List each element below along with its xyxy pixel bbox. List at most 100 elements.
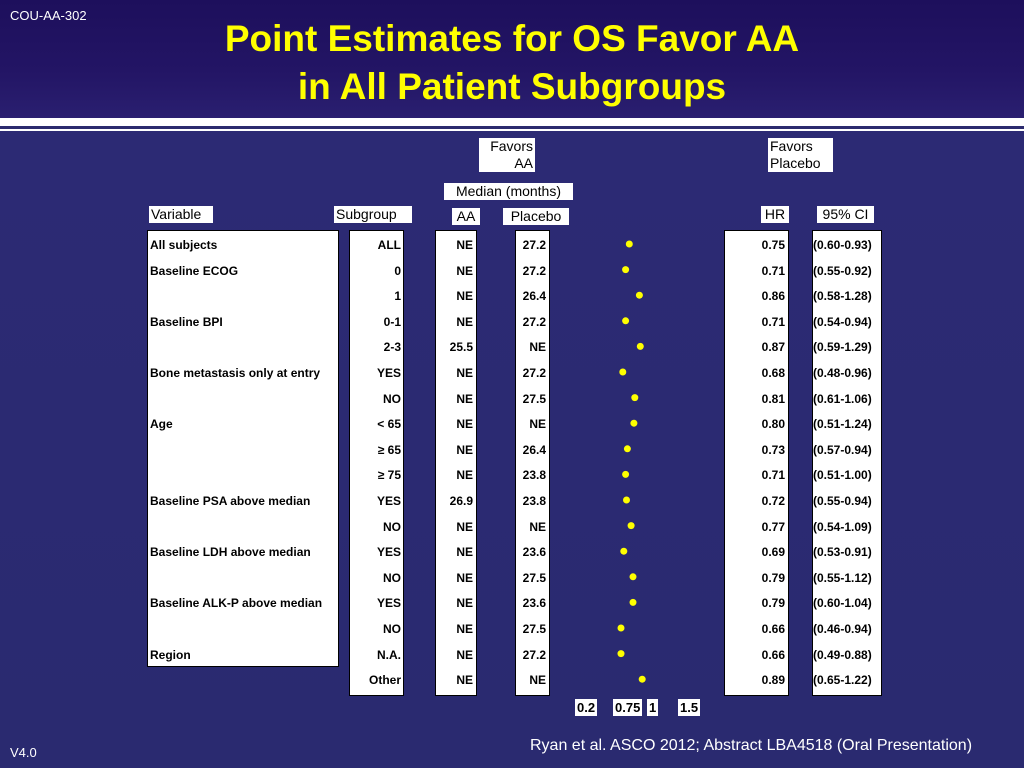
row-hr: 0.69 [761, 545, 785, 560]
row-subgroup: YES [376, 366, 401, 380]
x-tick-1: 1 [647, 699, 659, 716]
row-ci: (0.59-1.29) [813, 340, 872, 355]
row-aa-median: NE [456, 468, 473, 483]
row-placebo-median: 23.8 [522, 468, 546, 483]
row-hr: 0.71 [761, 468, 785, 483]
favors-aa-header: Favors AA [479, 138, 535, 172]
forest-plot [617, 240, 646, 683]
row-aa-median: NE [456, 314, 473, 329]
row-variable: All subjects [150, 238, 218, 252]
row-placebo-median: 27.5 [522, 391, 546, 406]
row-aa-median: NE [456, 570, 473, 585]
row-ci: (0.51-1.00) [813, 468, 872, 483]
hr-point-marker [625, 240, 633, 248]
citation: Ryan et al. ASCO 2012; Abstract LBA4518 … [530, 737, 973, 754]
row-placebo-median: 23.6 [522, 596, 546, 611]
row-ci: (0.48-0.96) [813, 366, 872, 380]
row-aa-median: 25.5 [449, 340, 473, 355]
row-placebo-median: 23.6 [522, 545, 546, 560]
row-variable: Baseline ALK-P above median [150, 596, 323, 611]
row-aa-median: NE [456, 263, 473, 278]
hr-point-marker [623, 445, 631, 453]
hr-point-marker [631, 394, 639, 402]
row-hr: 0.71 [761, 263, 785, 278]
row-aa-median: NE [456, 391, 473, 406]
row-aa-median: NE [456, 289, 473, 304]
row-hr: 0.79 [761, 570, 785, 585]
row-placebo-median: 23.8 [522, 494, 546, 508]
row-subgroup: NO [383, 391, 401, 406]
row-placebo-median: 27.2 [522, 238, 546, 252]
row-subgroup: Other [368, 673, 401, 688]
row-aa-median: NE [456, 673, 473, 688]
row-ci: (0.55-0.92) [813, 263, 872, 278]
hr-header: HR [761, 206, 789, 223]
row-subgroup: < 65 [377, 417, 401, 432]
row-subgroup: NO [383, 519, 401, 534]
row-aa-median: 26.9 [449, 494, 473, 508]
row-hr: 0.79 [761, 596, 785, 611]
header-band [0, 0, 1024, 118]
row-placebo-median: 26.4 [522, 289, 546, 304]
row-variable: Baseline PSA above median [150, 494, 311, 508]
row-subgroup: N.A. [377, 647, 401, 662]
row-hr: 0.72 [761, 494, 785, 508]
x-tick-1-5: 1.5 [678, 699, 701, 716]
row-variable: Baseline BPI [150, 314, 223, 329]
row-ci: (0.61-1.06) [813, 391, 872, 406]
row-hr: 0.81 [761, 391, 785, 406]
row-aa-median: NE [456, 366, 473, 380]
hr-point-marker [629, 598, 637, 606]
slide-title-line-1: Point Estimates for OS Favor AA [224, 18, 800, 59]
row-aa-median: NE [456, 442, 473, 457]
aa-median-column [435, 230, 477, 696]
row-placebo-median: 27.2 [522, 263, 546, 278]
row-subgroup: 0 [394, 263, 401, 278]
row-ci: (0.51-1.24) [813, 417, 872, 432]
row-hr: 0.80 [761, 417, 785, 432]
row-subgroup: NO [383, 622, 401, 636]
row-placebo-median: NE [529, 519, 546, 534]
ci-column [812, 230, 882, 696]
row-subgroup: 1 [394, 289, 401, 304]
row-ci: (0.53-0.91) [813, 545, 872, 560]
row-ci: (0.46-0.94) [813, 622, 872, 636]
row-subgroup: NO [383, 570, 401, 585]
row-placebo-median: 27.2 [522, 647, 546, 662]
row-ci: (0.54-0.94) [813, 314, 872, 329]
favors-placebo-line-1: Favors [770, 138, 813, 154]
row-placebo-median: NE [529, 673, 546, 688]
subgroup-header: Subgroup [334, 206, 412, 223]
variable-header: Variable [149, 206, 213, 223]
aa-header: AA [452, 208, 480, 225]
row-hr: 0.75 [761, 238, 785, 252]
row-ci: (0.57-0.94) [813, 442, 872, 457]
placebo-header: Placebo [503, 208, 569, 225]
hr-point-marker [617, 650, 625, 658]
row-aa-median: NE [456, 417, 473, 432]
row-subgroup: ALL [377, 238, 401, 252]
hr-point-marker [636, 342, 644, 350]
row-variable: Bone metastasis only at entry [150, 366, 321, 380]
row-variable: Baseline ECOG [150, 263, 239, 278]
row-variable: Age [150, 417, 173, 432]
subgroup-column [349, 230, 404, 696]
favors-placebo-line-2: Placebo [770, 155, 821, 171]
hr-point-marker [623, 496, 630, 504]
row-subgroup: YES [376, 545, 401, 560]
header-rule-thin [0, 129, 1024, 131]
row-ci: (0.55-1.12) [813, 570, 872, 585]
row-placebo-median: NE [529, 417, 546, 432]
row-aa-median: NE [456, 519, 473, 534]
row-subgroup: 2-3 [383, 340, 401, 355]
row-subgroup: YES [376, 596, 401, 611]
row-hr: 0.66 [761, 622, 785, 636]
hr-point-marker [619, 368, 627, 376]
row-placebo-median: NE [529, 340, 546, 355]
row-ci: (0.55-0.94) [813, 494, 872, 508]
row-subgroup: YES [376, 494, 401, 508]
row-hr: 0.86 [761, 289, 785, 304]
row-subgroup: 0-1 [383, 314, 401, 329]
row-ci: (0.65-1.22) [813, 673, 872, 688]
